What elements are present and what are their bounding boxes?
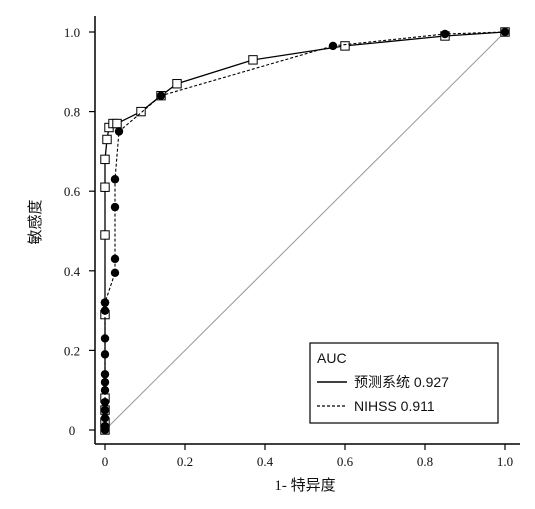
data-point-circle: [100, 306, 110, 315]
reference-layer: [104, 31, 506, 431]
data-point-square: [136, 106, 146, 117]
x-tick-label: 0.6: [337, 454, 354, 469]
data-point-circle: [100, 334, 110, 343]
data-point-circle: [100, 378, 110, 387]
data-point-circle: [100, 298, 110, 307]
data-point-circle: [100, 350, 110, 359]
data-point-square: [102, 134, 112, 145]
legend-entry-1: 预测系统 0.927: [354, 374, 449, 390]
data-point-circle: [110, 268, 120, 277]
y-tick-label: 1.0: [64, 25, 80, 40]
data-point-circle: [110, 202, 120, 212]
data-point-circle: [114, 127, 124, 136]
plot-area: [94, 16, 520, 445]
x-tick-label: 0.4: [257, 454, 274, 469]
legend-entry-2: NIHSS 0.911: [354, 398, 435, 414]
x-tick-label: 0.8: [417, 454, 433, 469]
data-point-square: [112, 118, 122, 129]
data-point-circle: [110, 175, 120, 184]
legend-title: AUC: [317, 350, 347, 366]
x-tick-label: 1.0: [497, 454, 513, 469]
legend: AUC 预测系统 0.927 NIHSS 0.911: [309, 342, 499, 424]
data-point-circle: [440, 29, 450, 39]
x-tick-label: 0: [102, 454, 109, 469]
data-point-circle: [110, 254, 120, 264]
data-point-circle: [100, 370, 110, 379]
data-point-square: [100, 154, 110, 165]
series-layer: [100, 27, 510, 435]
y-tick-label: 0.4: [64, 264, 81, 279]
ticks-layer: 0 0.2 0.4 0.6 0.8 1.0 0 0.2 0.4 0.6 0.8 1.0: [64, 25, 513, 469]
data-point-circle: [100, 413, 110, 423]
y-axis-title: 敏感度: [27, 199, 44, 244]
series-2: [100, 27, 510, 435]
y-tick-label: 0.8: [64, 105, 80, 120]
x-tick-label: 0.2: [177, 454, 193, 469]
data-point-circle: [156, 91, 166, 100]
reference-diagonal: [104, 31, 506, 431]
data-point-circle: [328, 41, 338, 51]
data-point-square: [100, 182, 110, 192]
y-tick-label: 0.6: [64, 184, 81, 199]
data-point-circle: [100, 386, 110, 395]
legend-box: [309, 342, 499, 424]
data-point-circle: [100, 397, 110, 407]
data-point-circle: [100, 405, 110, 415]
data-point-square: [172, 79, 182, 89]
data-point-square: [340, 41, 350, 51]
data-point-square: [100, 230, 110, 240]
y-tick-label: 0.2: [64, 343, 80, 358]
data-point-square: [248, 55, 258, 65]
data-point-circle: [100, 421, 110, 431]
x-axis-title: 1- 特异度: [274, 477, 335, 494]
data-point-circle: [500, 27, 510, 37]
y-tick-label: 0: [69, 423, 76, 438]
